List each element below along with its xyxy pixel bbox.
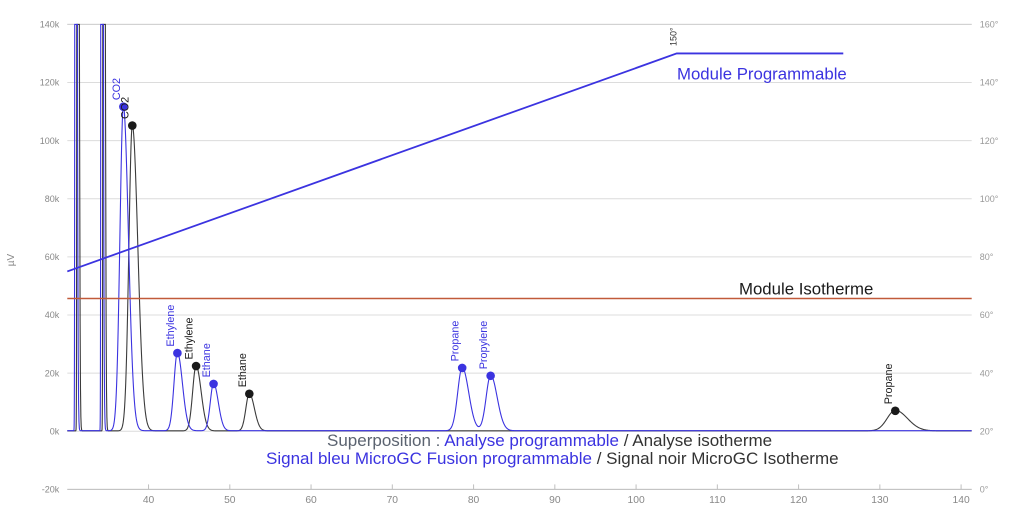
svg-text:40°: 40° [980,368,994,378]
svg-text:120°: 120° [980,136,999,146]
svg-text:40k: 40k [45,310,60,320]
svg-text:50: 50 [224,495,236,506]
svg-text:µV: µV [6,253,17,266]
svg-text:120: 120 [790,495,807,506]
svg-text:CO2: CO2 [111,78,123,100]
svg-text:150°: 150° [669,27,679,46]
svg-text:140°: 140° [980,78,999,88]
svg-text:80: 80 [468,495,480,506]
svg-text:70: 70 [387,495,399,506]
svg-text:Signal bleu MicroGC Fusion pro: Signal bleu MicroGC Fusion programmable … [266,449,839,468]
svg-text:60°: 60° [980,310,994,320]
svg-text:110: 110 [709,495,726,506]
svg-text:80k: 80k [45,194,60,204]
svg-text:140: 140 [953,495,970,506]
svg-text:100k: 100k [40,136,60,146]
svg-text:20°: 20° [980,426,994,436]
svg-text:60: 60 [305,495,317,506]
svg-text:Propane: Propane [450,321,462,362]
svg-text:Ethane: Ethane [237,353,249,387]
svg-text:100: 100 [627,495,644,506]
svg-text:Ethylene: Ethylene [165,305,177,347]
svg-text:-20k: -20k [42,485,60,495]
svg-text:90: 90 [549,495,561,506]
svg-text:80°: 80° [980,252,994,262]
svg-text:60k: 60k [45,252,60,262]
svg-text:140k: 140k [40,20,60,30]
svg-text:120k: 120k [40,78,60,88]
svg-text:20k: 20k [45,368,60,378]
svg-text:Propane: Propane [883,363,895,404]
svg-text:40: 40 [143,495,155,506]
svg-text:CO2: CO2 [120,97,132,119]
svg-text:Propylene: Propylene [478,321,490,370]
svg-text:Module Programmable: Module Programmable [677,65,847,84]
svg-text:Ethane: Ethane [201,343,213,377]
svg-text:100°: 100° [980,194,999,204]
svg-text:130: 130 [871,495,888,506]
svg-text:0k: 0k [50,426,60,436]
svg-text:Ethylene: Ethylene [184,317,196,359]
svg-text:Superposition : Analyse progra: Superposition : Analyse programmable / A… [327,431,772,450]
svg-text:0°: 0° [980,485,989,495]
svg-text:Module Isotherme: Module Isotherme [739,280,873,299]
svg-text:160°: 160° [980,20,999,30]
